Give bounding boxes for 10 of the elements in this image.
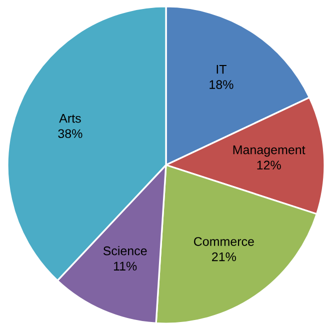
data-label: 12% xyxy=(257,160,281,170)
data-label: 18% xyxy=(210,80,234,89)
slice-label: IT xyxy=(216,64,226,74)
slice-label: Arts xyxy=(59,114,81,123)
slice-label: Management xyxy=(233,146,306,157)
slice-label: Commerce xyxy=(194,237,254,246)
data-label: 21% xyxy=(212,252,236,262)
data-label: 38% xyxy=(58,129,82,138)
slice-label: Science xyxy=(103,246,147,256)
data-label: 11% xyxy=(114,262,137,271)
